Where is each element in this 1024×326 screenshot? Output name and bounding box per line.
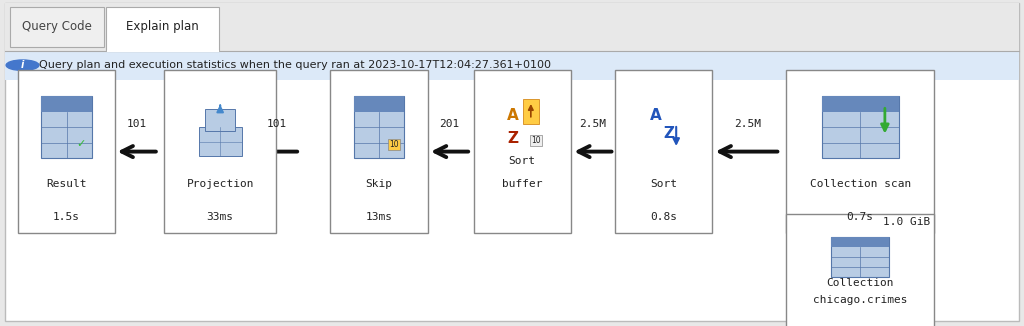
Text: 1.0 GiB: 1.0 GiB bbox=[883, 217, 930, 227]
Text: Query Code: Query Code bbox=[23, 20, 92, 33]
Text: Sort: Sort bbox=[650, 179, 677, 189]
Text: Z: Z bbox=[508, 131, 518, 146]
FancyBboxPatch shape bbox=[831, 237, 889, 277]
FancyBboxPatch shape bbox=[106, 7, 219, 51]
Text: 2.5M: 2.5M bbox=[734, 119, 761, 129]
FancyBboxPatch shape bbox=[522, 99, 539, 124]
FancyBboxPatch shape bbox=[205, 109, 236, 131]
Text: 101: 101 bbox=[266, 119, 287, 129]
FancyBboxPatch shape bbox=[5, 51, 1019, 80]
FancyBboxPatch shape bbox=[10, 7, 104, 47]
FancyBboxPatch shape bbox=[41, 96, 92, 111]
Text: Collection scan: Collection scan bbox=[810, 179, 910, 189]
FancyBboxPatch shape bbox=[353, 96, 404, 158]
FancyBboxPatch shape bbox=[821, 96, 899, 158]
Text: 0.7s: 0.7s bbox=[847, 212, 873, 222]
Text: 0.8s: 0.8s bbox=[650, 212, 677, 222]
Text: Projection: Projection bbox=[186, 179, 254, 189]
Text: Result: Result bbox=[46, 179, 87, 189]
Circle shape bbox=[6, 60, 39, 70]
FancyBboxPatch shape bbox=[614, 70, 713, 233]
Text: 33ms: 33ms bbox=[207, 212, 233, 222]
FancyBboxPatch shape bbox=[786, 70, 934, 233]
FancyBboxPatch shape bbox=[5, 3, 1019, 321]
FancyBboxPatch shape bbox=[5, 3, 1019, 51]
Text: 10: 10 bbox=[389, 140, 399, 149]
Text: A: A bbox=[507, 109, 519, 124]
FancyBboxPatch shape bbox=[41, 96, 92, 158]
Text: Query plan and execution statistics when the query ran at 2023-10-17T12:04:27.36: Query plan and execution statistics when… bbox=[39, 60, 551, 70]
Text: i: i bbox=[20, 60, 25, 70]
Text: 2.5M: 2.5M bbox=[580, 119, 606, 129]
FancyBboxPatch shape bbox=[353, 96, 404, 111]
Text: Z: Z bbox=[664, 126, 674, 141]
Text: 201: 201 bbox=[439, 119, 460, 129]
Text: 101: 101 bbox=[127, 119, 147, 129]
Text: Explain plan: Explain plan bbox=[126, 20, 200, 33]
Text: Collection: Collection bbox=[826, 278, 894, 288]
Text: 13ms: 13ms bbox=[366, 212, 392, 222]
Text: Skip: Skip bbox=[366, 179, 392, 189]
FancyBboxPatch shape bbox=[473, 70, 571, 233]
Text: ✓: ✓ bbox=[76, 140, 85, 150]
FancyBboxPatch shape bbox=[831, 237, 889, 247]
Text: Sort: Sort bbox=[509, 156, 536, 166]
FancyBboxPatch shape bbox=[18, 70, 115, 233]
Text: buffer: buffer bbox=[502, 179, 543, 189]
FancyBboxPatch shape bbox=[821, 96, 899, 111]
FancyBboxPatch shape bbox=[330, 70, 428, 233]
Text: 10: 10 bbox=[531, 136, 542, 145]
FancyBboxPatch shape bbox=[199, 127, 242, 156]
FancyBboxPatch shape bbox=[164, 70, 276, 233]
Text: A: A bbox=[650, 109, 662, 124]
FancyBboxPatch shape bbox=[786, 214, 934, 326]
Text: 1.5s: 1.5s bbox=[53, 212, 80, 222]
Text: chicago.crimes: chicago.crimes bbox=[813, 295, 907, 305]
